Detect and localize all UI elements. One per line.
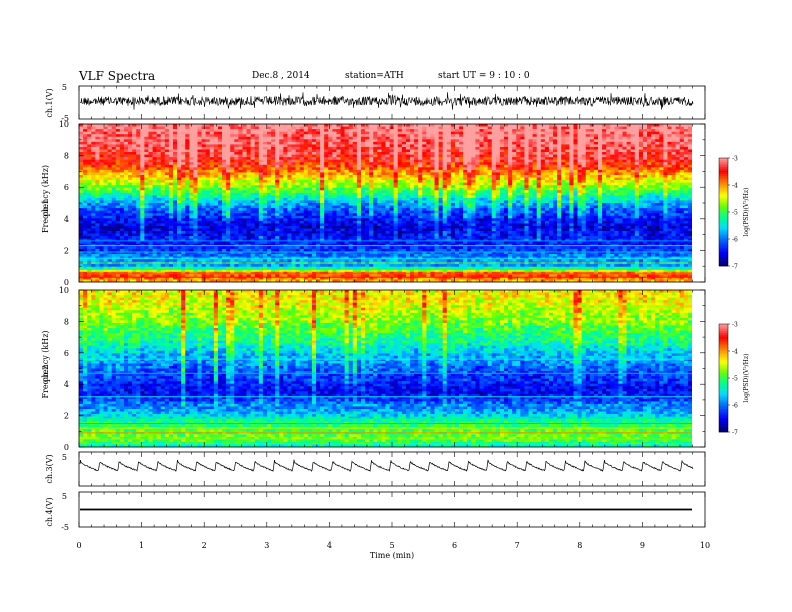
ch1-colorbar <box>719 158 728 267</box>
ch1-colorbar-tick-label: -4 <box>732 183 738 190</box>
ch3-ytick-label-5: 5 <box>62 453 67 462</box>
ch1-colorbar-tick-label: -5 <box>732 210 738 217</box>
start-time-label: start UT = 9 : 10 : 0 <box>438 71 530 81</box>
ch1-spectrogram-ylabel: ch.1Frequency (kHz) <box>41 165 50 233</box>
ch4-ytick-label-5: 5 <box>62 492 67 501</box>
ch4-waveform-ylabel: ch.4(V) <box>45 497 54 526</box>
ch1-ytick-label: 8 <box>64 152 69 161</box>
ch1-heatmap <box>79 124 693 283</box>
ch2-colorbar <box>719 324 728 433</box>
x-tick-label: 3 <box>264 541 269 550</box>
ch2-colorbar-tick-label: -7 <box>732 430 738 437</box>
ch2-ylabel-line: Frequency (kHz) <box>41 330 50 398</box>
ch2-colorbar-tick-label: -4 <box>732 349 738 356</box>
ch2-ytick-label: 6 <box>64 349 69 358</box>
ch1-waveform-line <box>79 92 694 110</box>
ch1-colorbar-tick-label: -3 <box>732 156 738 163</box>
ch2-heatmap <box>79 290 693 448</box>
ch2-empty-strip <box>692 290 705 447</box>
ch2-colorbar-tick-label: -6 <box>732 403 738 410</box>
x-tick-label: 0 <box>76 541 81 550</box>
ch4-waveform-line <box>80 508 692 511</box>
x-tick-label: 9 <box>640 541 645 550</box>
ch1-ytick-label: 4 <box>64 215 69 224</box>
ch2-ytick-label: 2 <box>64 412 69 421</box>
ch1-ytick-label-minus5: -5 <box>61 114 69 123</box>
x-tick-label: 8 <box>577 541 582 550</box>
ch1-ytick-label: 2 <box>64 246 69 255</box>
x-tick-label: 2 <box>202 541 207 550</box>
ch1-ytick-label: 10 <box>59 120 69 129</box>
ch4-ytick-label-minus5: -5 <box>61 523 69 532</box>
station-label: station=ATH <box>345 71 404 81</box>
ch2-spectrogram-ylabel: ch.2Frequency (kHz) <box>41 330 50 398</box>
ch2-ylabel-line: ch.2 <box>41 365 50 382</box>
date-label: Dec.8 , 2014 <box>252 71 310 81</box>
ch2-colorbar-label: log(PSD)(V²/Hz) <box>743 354 750 403</box>
ch1-ytick-label: 6 <box>64 183 69 192</box>
ch2-colorbar-tick-label: -5 <box>732 376 738 383</box>
ch1-ytick-label-5: 5 <box>62 83 67 92</box>
x-tick-label: 6 <box>452 541 457 550</box>
ch1-colorbar-tick-label: -6 <box>732 237 738 244</box>
x-tick-label: 7 <box>515 541 520 550</box>
ch1-ylabel-line: ch.1 <box>41 199 50 216</box>
ch1-empty-strip <box>692 124 705 282</box>
x-tick-label: 5 <box>389 541 394 550</box>
ch1-colorbar-label: log(PSD)(V²/Hz) <box>743 188 750 237</box>
ch3-waveform-line <box>79 459 694 472</box>
ch1-colorbar-tick-label: -7 <box>732 264 738 271</box>
ch1-ytick-label: 0 <box>64 278 69 287</box>
ch2-ytick-label: 4 <box>64 380 69 389</box>
ch1-ylabel-line: Frequency (kHz) <box>41 165 50 233</box>
ch3-waveform-frame <box>78 451 706 487</box>
ch2-ytick-label: 8 <box>64 317 69 326</box>
ch3-waveform-ylabel: ch.3(V) <box>45 454 54 483</box>
x-tick-label: 1 <box>139 541 144 550</box>
ch1-waveform-ylabel: ch.1(V) <box>45 88 54 117</box>
ch2-ytick-label: 10 <box>59 286 69 295</box>
x-tick-label: 10 <box>700 541 710 550</box>
ch2-colorbar-tick-label: -3 <box>732 322 738 329</box>
x-axis-label: Time (min) <box>370 551 414 560</box>
ch2-ytick-label: 0 <box>64 443 69 452</box>
figure-title: VLF Spectra <box>79 69 156 83</box>
x-tick-label: 4 <box>327 541 332 550</box>
